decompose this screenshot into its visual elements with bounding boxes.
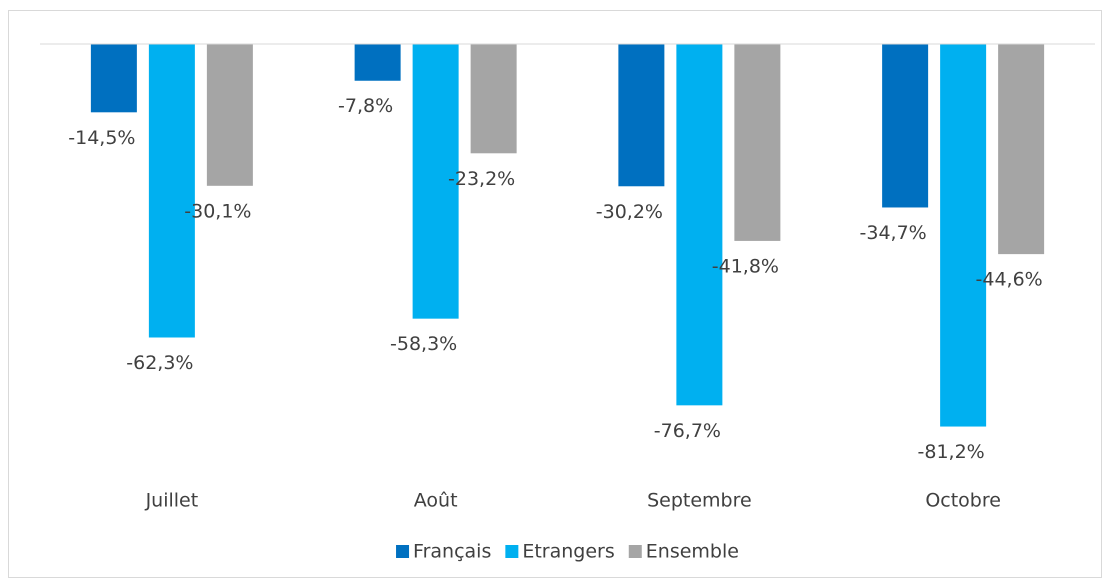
bar [470,44,517,154]
bar [148,44,195,338]
data-label: -34,7% [860,222,927,244]
bar [206,44,253,186]
legend-swatch [628,545,642,558]
bar [412,44,459,319]
data-label: -7,8% [338,95,393,117]
legend-label: Français [413,541,491,563]
x-tick-label: Juillet [145,490,199,512]
data-label: -81,2% [918,441,985,463]
x-tick-label: Octobre [925,490,1001,512]
data-label: -41,8% [712,255,779,277]
data-label: -23,2% [448,168,515,190]
bar [354,44,401,81]
legend-swatch [505,545,519,558]
bar [940,44,987,427]
bar [998,44,1045,255]
bar [676,44,723,406]
legend-label: Etrangers [522,541,614,563]
bar [90,44,137,113]
x-tick-label: Août [414,490,458,512]
data-label: -76,7% [654,420,721,442]
legend-label: Ensemble [646,541,739,563]
x-tick-label: Septembre [647,490,752,512]
bar [734,44,781,241]
data-label: -62,3% [126,352,193,374]
data-label: -58,3% [390,333,457,355]
data-label: -44,6% [976,269,1043,291]
bar [882,44,929,208]
legend-swatch [396,545,410,558]
data-label: -30,1% [184,200,251,222]
bar [618,44,665,187]
data-label: -30,2% [596,201,663,223]
data-label: -14,5% [68,127,135,149]
